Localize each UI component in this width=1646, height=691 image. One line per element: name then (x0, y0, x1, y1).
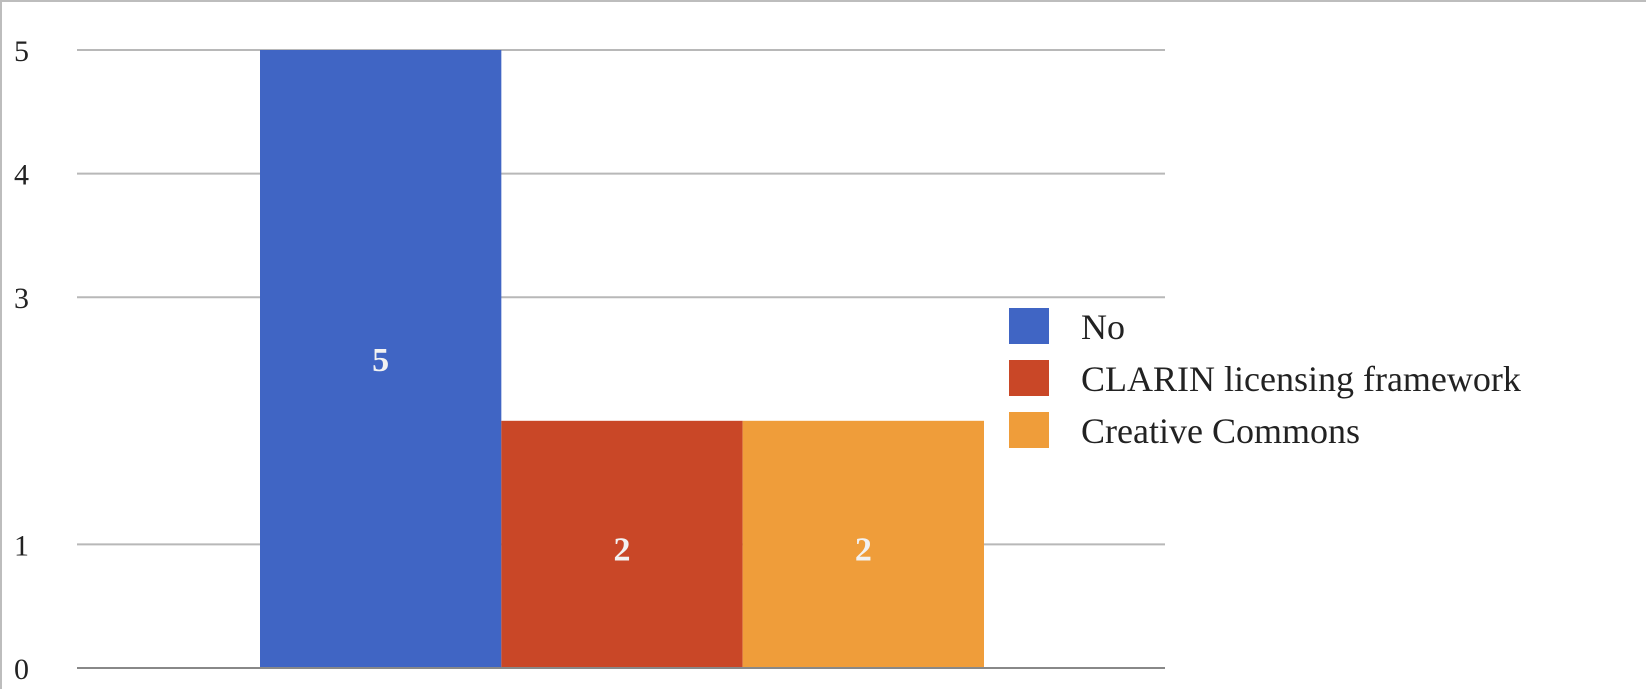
bar-1 (260, 50, 502, 668)
y-tick-label: 3 (14, 282, 29, 315)
y-tick-label: 5 (14, 35, 29, 68)
data-labels: 5 2 2 (372, 342, 872, 568)
legend-swatch (1009, 360, 1049, 396)
y-axis-ticks: 0 1 3 4 5 (14, 35, 29, 686)
y-tick-label: 0 (14, 653, 29, 686)
y-tick-label: 1 (14, 529, 29, 562)
bar-2 (501, 420, 743, 668)
bar-data-label: 2 (855, 531, 872, 568)
legend-swatch (1009, 412, 1049, 448)
legend: No CLARIN licensing framework Creative Com… (1009, 307, 1521, 451)
legend-swatch (1009, 308, 1049, 344)
legend-label: CLARIN licensing framework (1081, 359, 1521, 399)
y-tick-label: 4 (14, 159, 29, 192)
bar-data-label: 2 (614, 531, 631, 568)
bar-data-label: 5 (372, 342, 389, 379)
legend-label: No (1081, 307, 1125, 347)
bars (260, 50, 984, 668)
bar-3 (742, 420, 984, 668)
legend-label: Creative Commons (1081, 411, 1360, 451)
